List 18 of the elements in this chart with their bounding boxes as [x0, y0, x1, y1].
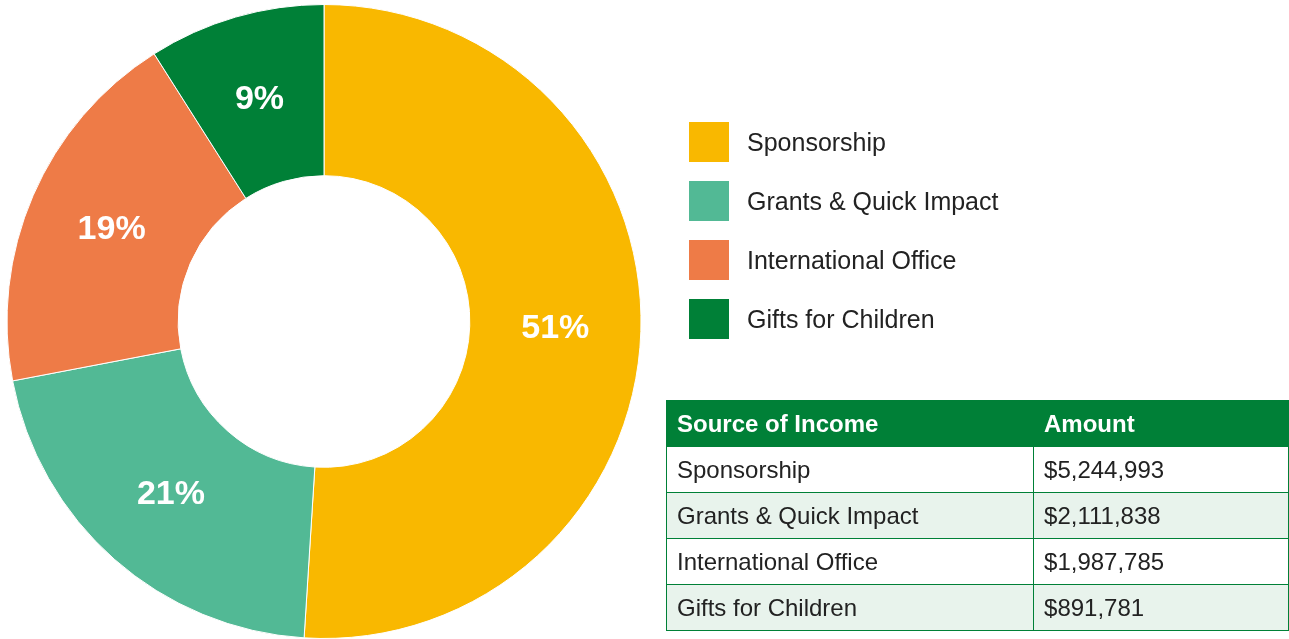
data-label: 19% — [77, 207, 146, 246]
text: $5,244,993 — [1044, 455, 1165, 483]
legend-label: Sponsorship — [747, 127, 886, 157]
category-label: International Office — [666, 538, 1034, 585]
source-note: Source of Income — [666, 400, 1034, 447]
legend-label: Gifts for Children — [747, 304, 935, 334]
data-label: 51% — [521, 307, 590, 346]
text: Amount — [1033, 400, 1289, 447]
category-label: Sponsorship — [666, 446, 1034, 493]
data-label: 9% — [234, 77, 285, 116]
category-label: Grants & Quick Impact — [666, 492, 1034, 539]
text: $891,781 — [1044, 593, 1145, 621]
category-label: Gifts for Children — [666, 584, 1034, 631]
legend-label: Grants & Quick Impact — [747, 186, 999, 216]
data-label: 21% — [136, 473, 205, 512]
text: $2,111,838 — [1044, 501, 1161, 529]
text: $1,987,785 — [1044, 547, 1165, 575]
legend-label: International Office — [747, 245, 957, 275]
